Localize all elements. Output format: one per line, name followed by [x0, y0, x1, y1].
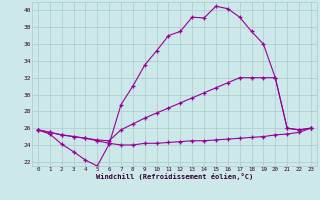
- X-axis label: Windchill (Refroidissement éolien,°C): Windchill (Refroidissement éolien,°C): [96, 173, 253, 180]
